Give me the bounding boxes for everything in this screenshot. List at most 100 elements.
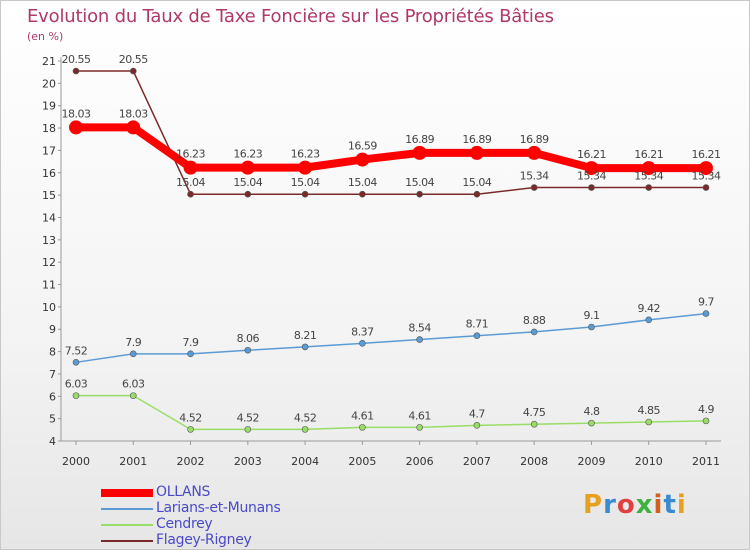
data-label: 15.04 (462, 176, 491, 189)
data-label: 15.04 (233, 176, 262, 189)
x-tick-label: 2011 (692, 455, 720, 468)
data-point (702, 184, 710, 191)
x-tick-label: 2000 (62, 455, 90, 468)
data-point (527, 145, 542, 160)
data-label: 4.52 (179, 411, 202, 424)
series-line-2 (76, 394, 707, 431)
legend-item-larians: Larians-et-Munans (101, 500, 321, 517)
data-point (187, 350, 194, 358)
legend-label-flagey: Flagey-Rigney (156, 532, 252, 548)
data-point (187, 190, 194, 198)
data-point (244, 346, 252, 354)
data-label: 4.75 (523, 406, 546, 419)
data-label: 4.7 (469, 407, 485, 420)
data-point (187, 426, 194, 433)
data-label: 4.52 (294, 411, 317, 424)
data-point (298, 160, 313, 175)
data-label: 9.7 (698, 296, 714, 309)
y-tick-label: 4 (49, 435, 56, 448)
legend-label-cendrey: Cendrey (156, 516, 213, 532)
data-label: 15.04 (405, 176, 434, 189)
data-point (588, 419, 595, 427)
data-label: 16.23 (176, 148, 205, 161)
x-tick-label: 2005 (348, 455, 376, 468)
y-tick-label: 5 (49, 413, 56, 426)
y-tick-label: 11 (42, 279, 56, 292)
y-tick-label: 10 (42, 301, 56, 314)
y-tick-label: 21 (42, 55, 56, 68)
data-point (588, 184, 595, 191)
x-tick-label: 2008 (520, 455, 548, 468)
data-label: 15.04 (348, 176, 377, 189)
data-point (588, 323, 595, 331)
proxiti-logo: Proxiti (583, 490, 687, 520)
legend-item-cendrey: Cendrey (101, 516, 321, 533)
data-point (702, 310, 710, 317)
data-label: 16.89 (405, 133, 434, 146)
data-label: 4.61 (351, 409, 374, 422)
data-label: 9.42 (637, 302, 660, 315)
data-point (244, 190, 252, 198)
legend-swatch-flagey (101, 540, 153, 542)
x-tick-label: 2010 (635, 455, 663, 468)
x-tick-label: 2006 (406, 455, 434, 468)
y-tick-label: 15 (42, 189, 56, 202)
data-point (72, 392, 80, 399)
y-tick-label: 14 (42, 211, 56, 224)
unit-label: (en %) (27, 30, 64, 43)
data-label: 20.55 (119, 53, 148, 66)
y-tick-label: 18 (42, 122, 56, 135)
data-point (72, 67, 80, 75)
data-point (412, 145, 427, 160)
data-point (473, 422, 481, 429)
x-tick-label: 2007 (463, 455, 491, 468)
data-point (183, 160, 198, 175)
y-tick-label: 8 (49, 346, 56, 359)
chart-title: Evolution du Taux de Taxe Foncière sur l… (27, 6, 554, 27)
data-label: 6.03 (65, 378, 88, 391)
data-label: 15.34 (520, 170, 549, 183)
data-label: 4.9 (698, 403, 714, 416)
data-label: 4.85 (637, 404, 660, 417)
legend-item-ollans: OLLANS (101, 484, 321, 501)
x-tick-label: 2001 (119, 455, 147, 468)
data-label: 16.59 (348, 140, 377, 153)
x-tick-label: 2002 (177, 455, 205, 468)
legend-label-larians: Larians-et-Munans (156, 500, 281, 516)
data-label: 7.9 (125, 336, 141, 349)
data-point (530, 328, 538, 336)
data-point (301, 343, 309, 351)
legend-swatch-larians (101, 508, 153, 510)
data-point (530, 420, 538, 428)
x-tick-label: 2009 (577, 455, 605, 468)
data-label: 8.54 (408, 322, 431, 335)
data-label: 8.88 (523, 314, 546, 327)
data-label: 18.03 (119, 107, 148, 120)
data-label: 9.1 (583, 309, 599, 322)
data-point (301, 190, 309, 198)
series-line-1 (75, 312, 707, 364)
data-point (72, 359, 80, 366)
y-tick-label: 12 (42, 256, 56, 269)
y-tick-label: 9 (49, 323, 56, 336)
data-point (699, 161, 713, 176)
data-label: 8.21 (294, 329, 317, 342)
data-label: 16.21 (692, 148, 721, 161)
x-tick-label: 2003 (234, 455, 262, 468)
legend-label-ollans: OLLANS (156, 484, 211, 500)
y-tick-label: 13 (42, 234, 56, 247)
data-point (129, 392, 137, 399)
data-label: 4.61 (408, 409, 431, 422)
y-tick-label: 16 (42, 167, 56, 180)
data-point (129, 350, 137, 358)
data-point (240, 160, 255, 175)
data-label: 15.04 (291, 176, 320, 189)
data-point (645, 184, 653, 191)
data-label: 7.9 (183, 336, 199, 349)
data-label: 16.89 (462, 133, 491, 146)
y-tick-label: 19 (42, 100, 56, 113)
data-label: 8.37 (351, 325, 374, 338)
data-label: 16.21 (634, 148, 663, 161)
data-label: 16.21 (577, 148, 606, 161)
